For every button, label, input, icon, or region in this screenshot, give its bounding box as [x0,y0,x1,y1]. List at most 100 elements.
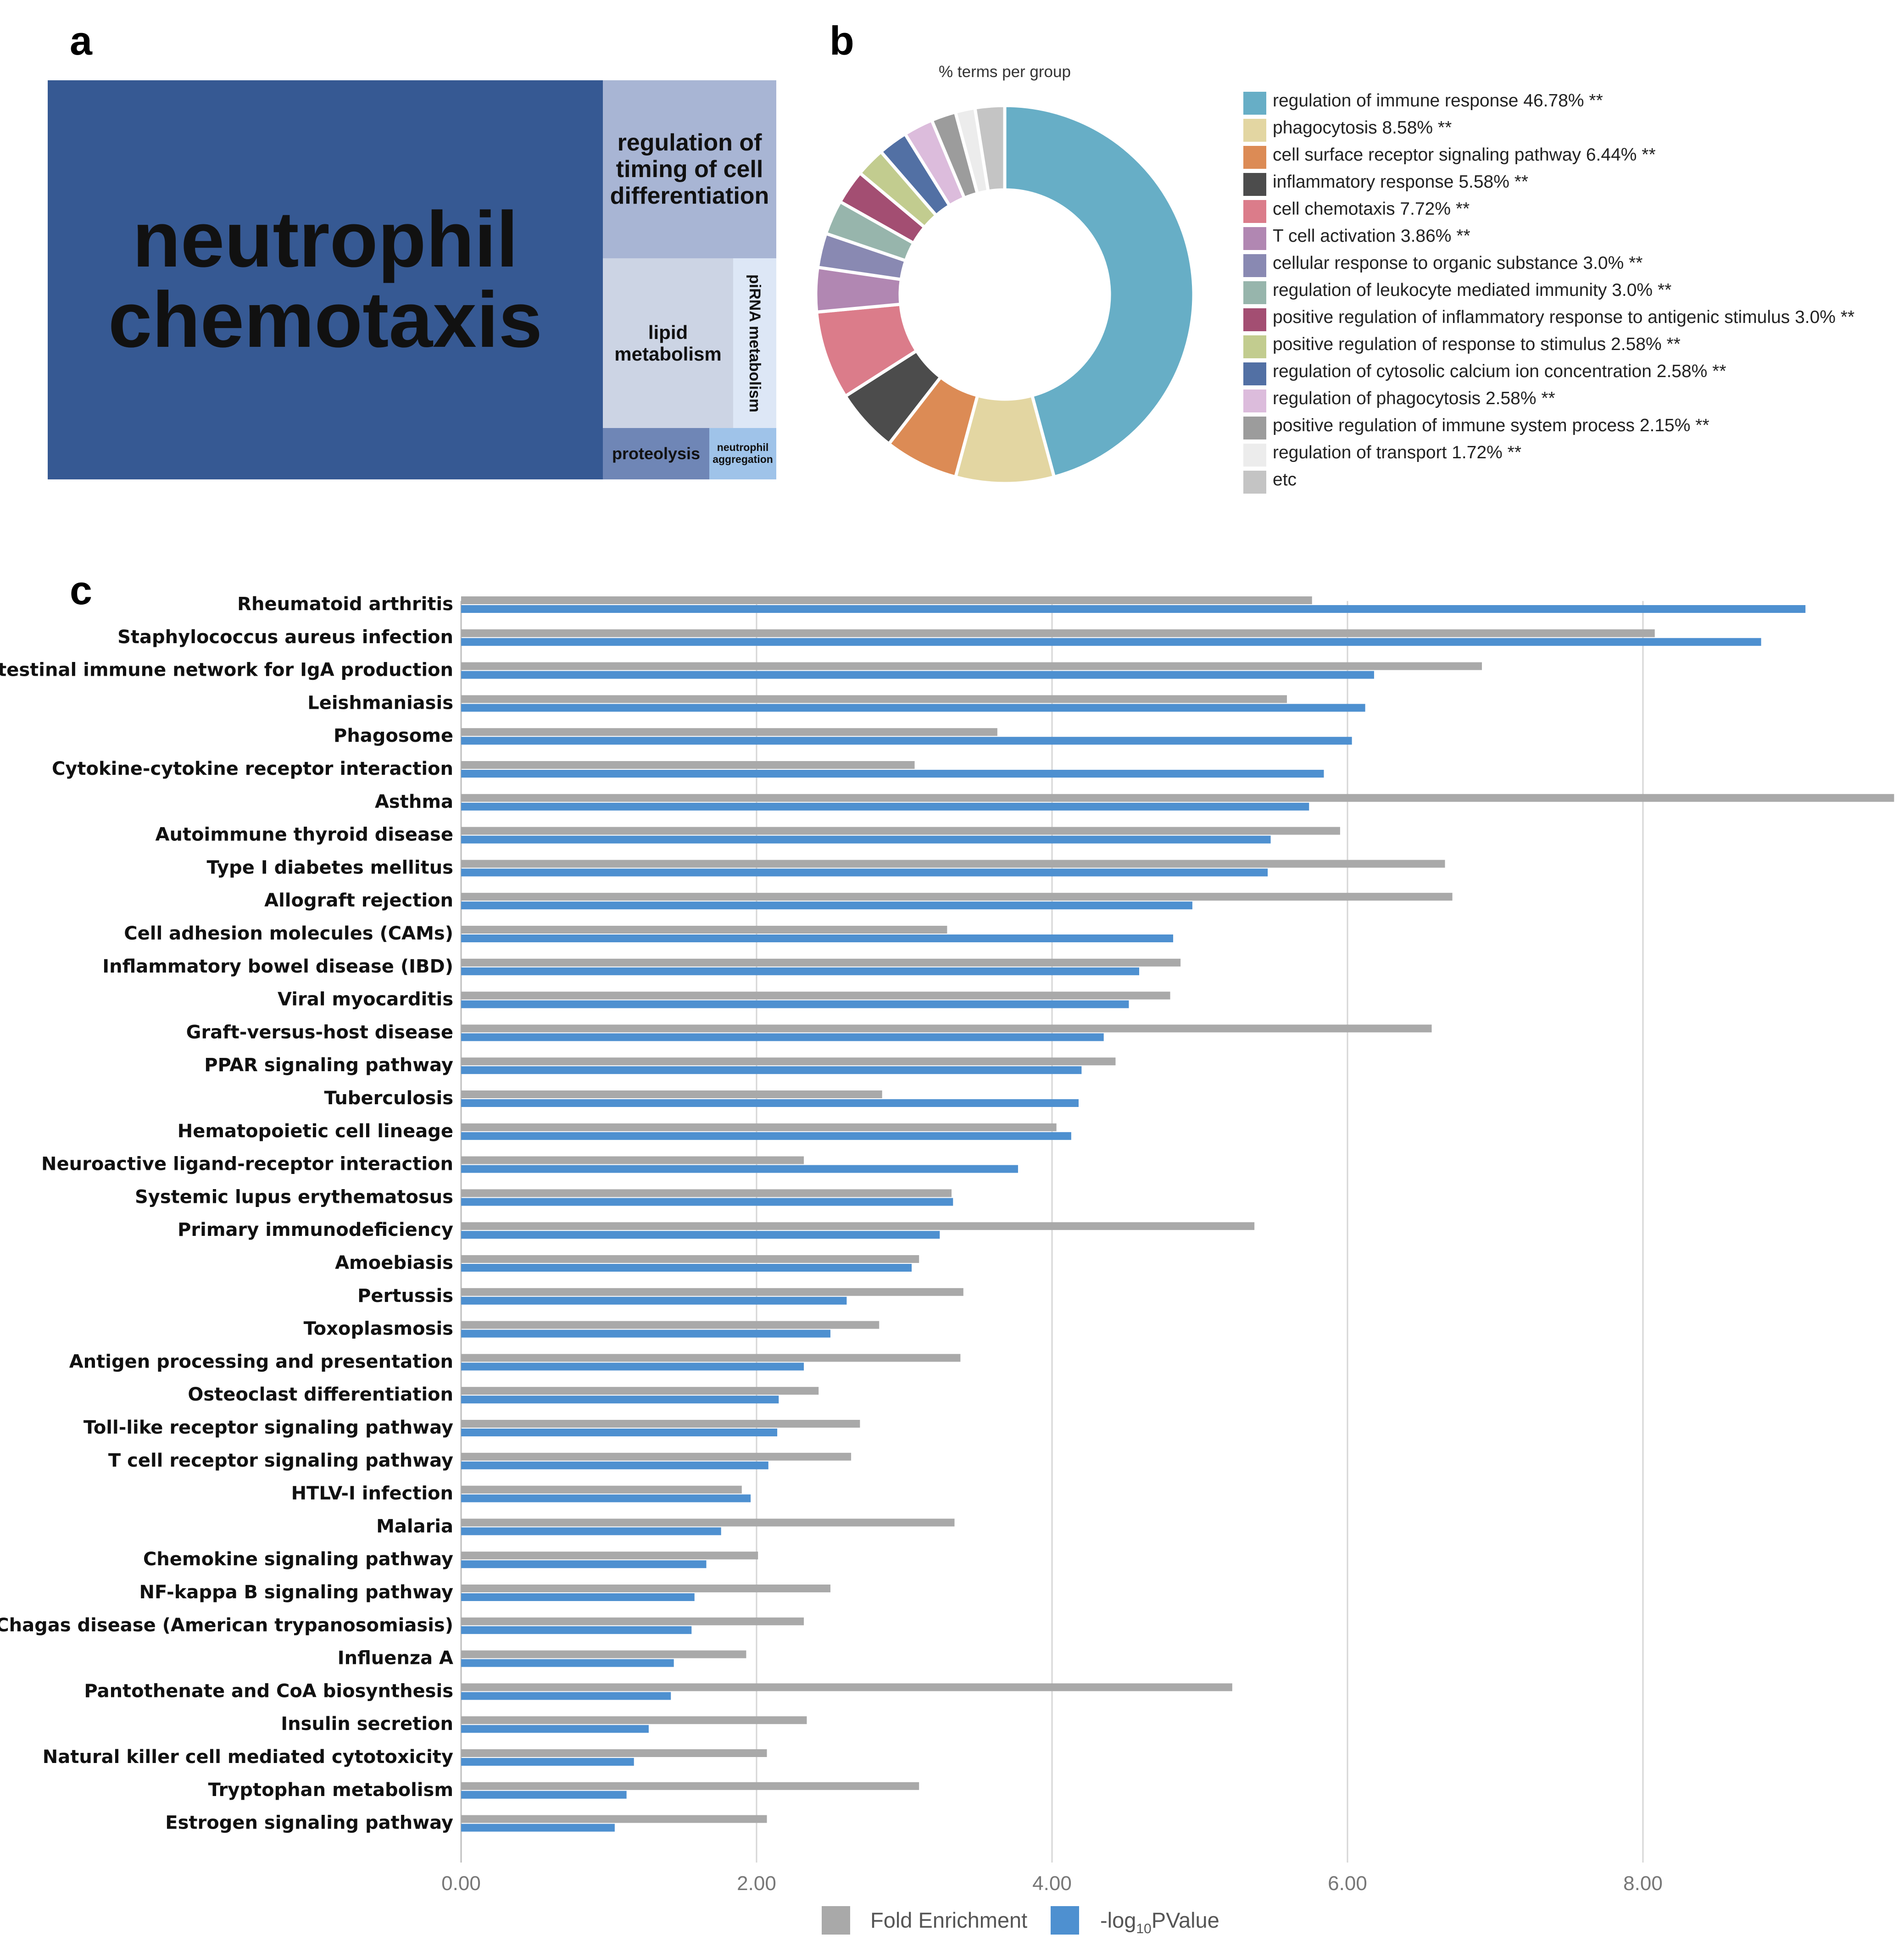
bar-neg-log10-pvalue [461,1066,1082,1074]
bar-fold-enrichment [461,1552,758,1560]
treemap-tile-label: neutrophil aggregation [713,441,773,465]
bar-fold-enrichment [461,893,1453,901]
legend-label: cell chemotaxis 7.72% ** [1273,199,1470,219]
legend-label: cell surface receptor signaling pathway … [1273,145,1656,165]
bar-fold-enrichment [461,662,1482,670]
category-label: Antigen processing and presentation [69,1351,453,1372]
bar-neg-log10-pvalue [461,671,1374,679]
category-label: Osteoclast differentiation [188,1384,453,1405]
bar-neg-log10-pvalue [461,901,1192,910]
x-tick-label: 4.00 [1032,1872,1072,1895]
bar-neg-log10-pvalue [461,737,1352,745]
bar-neg-log10-pvalue [461,1560,707,1568]
bar-fold-enrichment [461,926,947,934]
legend-pvalue-prefix: -log [1100,1908,1136,1932]
bar-fold-enrichment [461,1156,804,1164]
donut-slices [814,104,1196,485]
bar-neg-log10-pvalue [461,1231,940,1239]
bar-fold-enrichment [461,1057,1116,1066]
category-label: Rheumatoid arthritis [237,594,453,615]
bar-neg-log10-pvalue [461,802,1309,811]
bar-neg-log10-pvalue [461,1725,649,1733]
legend-label: etc [1273,470,1297,489]
legend-swatch [1243,335,1266,358]
category-label: Estrogen signaling pathway [165,1813,453,1834]
category-label: Tuberculosis [324,1088,453,1109]
bar-fold-enrichment [461,1024,1432,1033]
bar-legend: Fold Enrichment -log10PValue [822,1906,1219,1936]
legend-swatch [1243,471,1266,494]
x-tick-label: 0.00 [441,1872,481,1895]
treemap: neutrophil chemotaxis regulation of timi… [48,80,776,479]
category-label: Pertussis [357,1285,453,1307]
bar-fold-enrichment [461,728,997,736]
bar-fold-enrichment [461,629,1655,637]
bar-fold-enrichment [461,860,1445,868]
bar-fold-enrichment [461,991,1170,1000]
bar-neg-log10-pvalue [461,704,1365,712]
category-label: Intestinal immune network for IgA produc… [0,660,453,681]
bar-fold-enrichment [461,1749,767,1757]
bar-fold-enrichment [461,1255,919,1263]
bar-fold-enrichment [461,1485,742,1494]
bar-fold-enrichment [461,1683,1232,1691]
treemap-tile-regulation-of-timing: regulation of timing of cell differentia… [603,80,776,258]
panel-label-a: a [70,18,92,63]
bar-fold-enrichment [461,1123,1057,1131]
bar-fold-enrichment [461,1222,1255,1230]
category-label: Phagosome [334,725,453,746]
legend-label: cellular response to organic substance 3… [1273,253,1643,273]
category-label: HTLV-I infection [291,1483,453,1504]
legend-swatch [1243,200,1266,223]
category-label: Systemic lupus erythematosus [135,1186,453,1207]
bar-fold-enrichment [461,1452,852,1461]
legend-pvalue-subscript: 10 [1136,1921,1151,1936]
bar-fold-enrichment [461,1716,807,1724]
bar-fold-enrichment [461,596,1312,604]
legend-swatch [1243,254,1266,277]
category-label: Toxoplasmosis [304,1318,453,1340]
legend-swatch [1243,444,1266,467]
bar-neg-log10-pvalue [461,1000,1129,1008]
treemap-tile-label: proteolysis [612,444,701,463]
bar-neg-log10-pvalue [461,868,1268,877]
legend-label: positive regulation of inflammatory resp… [1273,307,1855,327]
treemap-tile-neutrophil-aggregation: neutrophil aggregation [709,428,776,479]
legend-label: regulation of immune response 46.78% ** [1273,91,1603,111]
category-label: Primary immunodeficiency [178,1219,453,1240]
category-label: Viral myocarditis [278,989,453,1010]
category-label: Graft-versus-host disease [186,1022,453,1043]
bar-fold-enrichment [461,827,1340,835]
bar-neg-log10-pvalue [461,1264,912,1272]
category-label: Hematopoietic cell lineage [178,1121,453,1142]
category-label: Allograft rejection [264,890,453,911]
legend-swatch [1243,227,1266,250]
treemap-tile-label: piRNA metabolism [746,274,764,413]
bar-neg-log10-pvalue [461,1296,847,1305]
bar-neg-log10-pvalue [461,1198,953,1206]
legend-label-fold-enrichment: Fold Enrichment [870,1908,1027,1932]
legend-swatch-pvalue [1051,1906,1079,1935]
legend-label: regulation of cytosolic calcium ion conc… [1273,361,1726,381]
category-label: Cell adhesion molecules (CAMs) [124,923,453,944]
treemap-tile-neutrophil-chemotaxis: neutrophil chemotaxis [48,80,603,479]
category-label: Autoimmune thyroid disease [156,824,453,845]
bar-neg-log10-pvalue [461,1165,1018,1173]
legend-swatch [1243,308,1266,331]
category-label: NF-kappa B signaling pathway [139,1582,453,1603]
bar-neg-log10-pvalue [461,934,1174,942]
treemap-tile-label: regulation of timing of cell differentia… [610,129,769,210]
category-labels: Rheumatoid arthritis Staphylococcus aureu… [0,594,453,1834]
bar-fold-enrichment [461,1189,952,1197]
treemap-tile-label: neutrophil chemotaxis [108,195,543,364]
category-label: Chemokine signaling pathway [143,1549,453,1570]
bar-fold-enrichment [461,1650,746,1658]
legend-swatch [1243,389,1266,412]
treemap-tile-pirna-metabolism: piRNA metabolism [733,258,776,428]
bar-fold-enrichment [461,1420,860,1428]
legend-label: positive regulation of immune system pro… [1273,416,1709,435]
category-label: Asthma [375,791,453,812]
legend-swatch-fold-enrichment [822,1906,850,1935]
bar-fold-enrichment [461,1782,919,1790]
bar-neg-log10-pvalue [461,1461,768,1469]
